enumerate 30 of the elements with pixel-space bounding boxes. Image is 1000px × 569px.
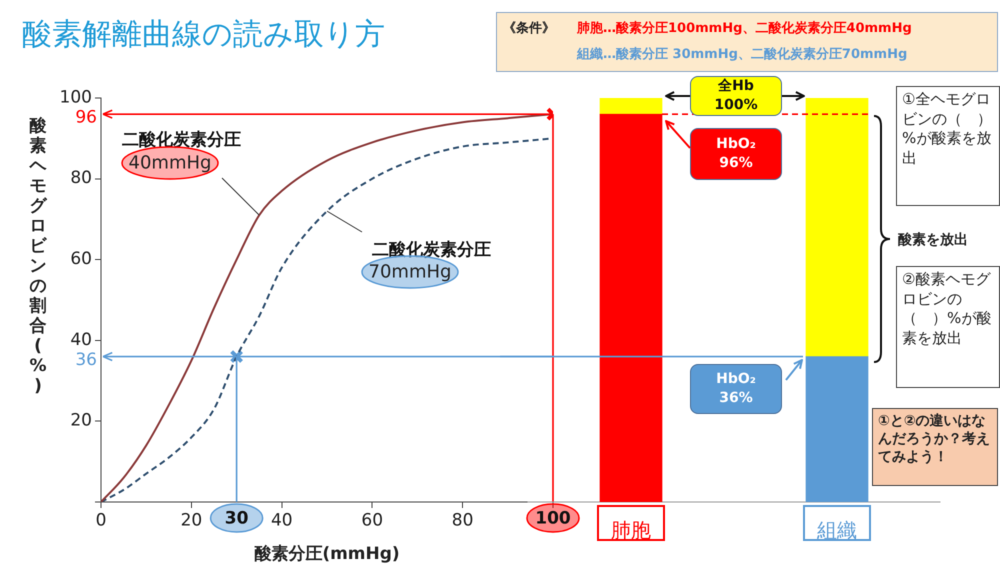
x-tick-label: 80 — [452, 510, 474, 531]
ref-line-label: 36 — [75, 350, 97, 370]
chart-title: 酸素解離曲線の読み取り方 — [22, 16, 385, 54]
callout-box: HbO₂ 36% — [690, 364, 782, 414]
x-tick-label: 40 — [270, 510, 293, 531]
callout-box: HbO₂ 96% — [690, 128, 782, 180]
x-tick-label: 肺胞 — [611, 518, 651, 542]
text: 肺胞…酸素分圧100mmHg、二酸化炭素分圧40mmHg — [577, 20, 912, 37]
y-tick-label: 80 — [70, 168, 92, 188]
y-tick-label: 20 — [70, 410, 92, 431]
text: ①全ヘモグロビンの（ ）%が酸素を放出 — [896, 86, 1000, 206]
x-tick-label: 0 — [96, 510, 106, 531]
y-tick-label: 100 — [60, 87, 92, 108]
callout-box: 全Hb 100% — [690, 76, 782, 116]
x-tick-label: 20 — [180, 510, 202, 531]
x-axis-title: 酸素分圧(mmHg) — [254, 544, 400, 564]
text: ①と②の違いはなんだろうか？考えてみよう！ — [872, 408, 998, 486]
text: 酸素を放出 — [893, 228, 1000, 252]
ref-line-label: 30 — [224, 508, 249, 528]
y-tick-label: 40 — [70, 330, 92, 350]
ref-line-label: 96 — [75, 108, 97, 128]
y-tick-label: 60 — [70, 249, 92, 270]
text: 《条件》 — [503, 20, 555, 37]
text: ②酸素ヘモグロビンの（ ）%が酸素を放出 — [896, 266, 1000, 388]
x-tick-label: 60 — [361, 510, 384, 531]
x-tick-label: 組織 — [816, 518, 857, 542]
text: 二酸化炭素分圧 40mmHg — [122, 130, 241, 174]
text: 組織…酸素分圧 30mmHg、二酸化炭素分圧70mmHg — [577, 46, 908, 63]
text: 酸素ヘモグロビンの割合(%) — [29, 116, 47, 396]
ref-line-label: 100 — [535, 508, 571, 528]
